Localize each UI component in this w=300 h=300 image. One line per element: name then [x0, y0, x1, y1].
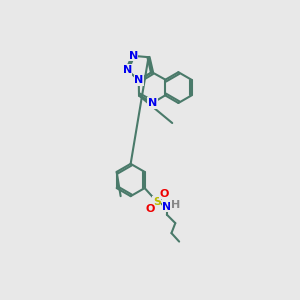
- Text: N: N: [148, 98, 157, 108]
- Text: O: O: [159, 189, 168, 199]
- Text: N: N: [134, 75, 143, 85]
- Text: N: N: [128, 51, 138, 61]
- Text: N: N: [122, 65, 132, 75]
- Text: S: S: [153, 196, 161, 206]
- Text: H: H: [171, 200, 180, 210]
- Text: N: N: [162, 202, 172, 212]
- Text: O: O: [145, 204, 154, 214]
